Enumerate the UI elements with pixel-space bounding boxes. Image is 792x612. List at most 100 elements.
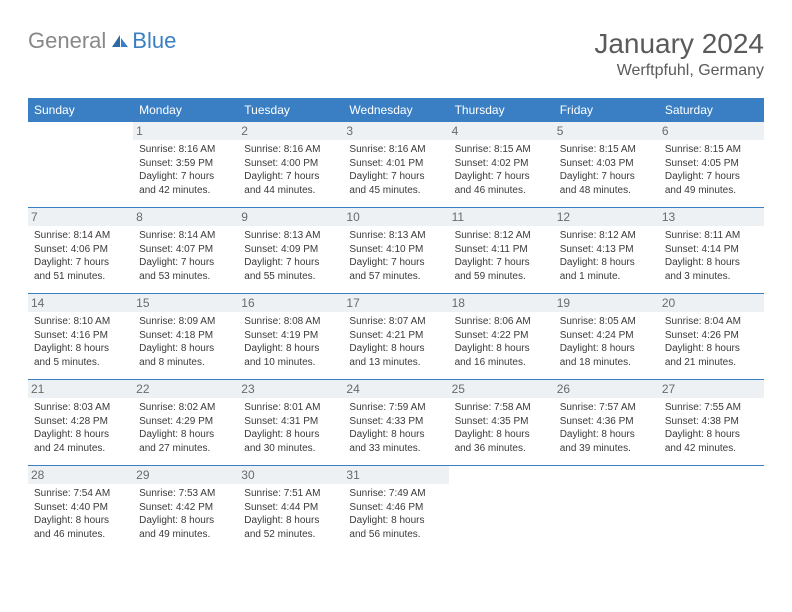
calendar-day-cell: 2 Sunrise: 8:16 AMSunset: 4:00 PMDaylight… xyxy=(238,122,343,208)
calendar-day-cell: 27Sunrise: 7:55 AMSunset: 4:38 PMDayligh… xyxy=(659,380,764,466)
calendar-day-cell: 18 Sunrise: 8:06 AMSunset: 4:22 PMDayligh… xyxy=(449,294,554,380)
day-info: Sunrise: 8:16 AMSunset: 4:01 PMDaylight:… xyxy=(349,143,442,197)
day-number: 20 xyxy=(659,294,764,312)
day-number: 29 xyxy=(133,466,238,484)
calendar-day-cell: 29 Sunrise: 7:53 AMSunset: 4:42 PMDayligh… xyxy=(133,466,238,552)
calendar-day-cell: 6Sunrise: 8:15 AMSunset: 4:05 PMDaylight… xyxy=(659,122,764,208)
day-info: Sunrise: 8:16 AMSunset: 4:00 PMDaylight:… xyxy=(244,143,337,197)
calendar-day-cell: 3 Sunrise: 8:16 AMSunset: 4:01 PMDaylight… xyxy=(343,122,448,208)
calendar-week-row: .1 Sunrise: 8:16 AMSunset: 3:59 PMDayligh… xyxy=(28,122,764,208)
day-number: 22 xyxy=(133,380,238,398)
day-info: Sunrise: 8:05 AMSunset: 4:24 PMDaylight:… xyxy=(560,315,653,369)
day-number: 3 xyxy=(343,122,448,140)
day-number: 19 xyxy=(554,294,659,312)
calendar-day-cell: 24 Sunrise: 7:59 AMSunset: 4:33 PMDayligh… xyxy=(343,380,448,466)
calendar-day-cell: 1 Sunrise: 8:16 AMSunset: 3:59 PMDaylight… xyxy=(133,122,238,208)
calendar-day-cell: . xyxy=(28,122,133,208)
day-info: Sunrise: 7:49 AMSunset: 4:46 PMDaylight:… xyxy=(349,487,442,541)
logo-text-1: General xyxy=(28,28,106,54)
calendar-day-cell: 8 Sunrise: 8:14 AMSunset: 4:07 PMDaylight… xyxy=(133,208,238,294)
day-number: 2 xyxy=(238,122,343,140)
day-number: 5 xyxy=(554,122,659,140)
day-info: Sunrise: 8:10 AMSunset: 4:16 PMDaylight:… xyxy=(34,315,127,369)
day-info: Sunrise: 8:04 AMSunset: 4:26 PMDaylight:… xyxy=(665,315,758,369)
calendar-day-cell: 17Sunrise: 8:07 AMSunset: 4:21 PMDayligh… xyxy=(343,294,448,380)
day-number: 24 xyxy=(343,380,448,398)
day-number: 7 xyxy=(28,208,133,226)
day-info: Sunrise: 8:11 AMSunset: 4:14 PMDaylight:… xyxy=(665,229,758,283)
weekday-header: Saturday xyxy=(659,98,764,122)
logo-text-2: Blue xyxy=(132,28,176,54)
day-info: Sunrise: 7:58 AMSunset: 4:35 PMDaylight:… xyxy=(455,401,548,455)
logo-sail-icon xyxy=(110,33,130,49)
calendar-week-row: 7 Sunrise: 8:14 AMSunset: 4:06 PMDaylight… xyxy=(28,208,764,294)
day-info: Sunrise: 8:09 AMSunset: 4:18 PMDaylight:… xyxy=(139,315,232,369)
day-number: 23 xyxy=(238,380,343,398)
day-number: 9 xyxy=(238,208,343,226)
day-info: Sunrise: 7:53 AMSunset: 4:42 PMDaylight:… xyxy=(139,487,232,541)
day-number: 18 xyxy=(449,294,554,312)
day-number: 8 xyxy=(133,208,238,226)
day-info: Sunrise: 8:03 AMSunset: 4:28 PMDaylight:… xyxy=(34,401,127,455)
day-number: 12 xyxy=(554,208,659,226)
day-info: Sunrise: 8:12 AMSunset: 4:11 PMDaylight:… xyxy=(455,229,548,283)
day-number: 21 xyxy=(28,380,133,398)
location: Werftpfuhl, Germany xyxy=(594,62,764,80)
day-info: Sunrise: 8:13 AMSunset: 4:09 PMDaylight:… xyxy=(244,229,337,283)
weekday-header-row: SundayMondayTuesdayWednesdayThursdayFrid… xyxy=(28,98,764,122)
day-number: 17 xyxy=(343,294,448,312)
day-info: Sunrise: 8:16 AMSunset: 3:59 PMDaylight:… xyxy=(139,143,232,197)
calendar-week-row: 21 Sunrise: 8:03 AMSunset: 4:28 PMDayligh… xyxy=(28,380,764,466)
calendar-week-row: 28Sunrise: 7:54 AMSunset: 4:40 PMDayligh… xyxy=(28,466,764,552)
title-block: January 2024 Werftpfuhl, Germany xyxy=(594,28,764,80)
weekday-header: Thursday xyxy=(449,98,554,122)
calendar-day-cell: 13Sunrise: 8:11 AMSunset: 4:14 PMDayligh… xyxy=(659,208,764,294)
day-number: 25 xyxy=(449,380,554,398)
day-info: Sunrise: 8:08 AMSunset: 4:19 PMDaylight:… xyxy=(244,315,337,369)
day-number: 4 xyxy=(449,122,554,140)
weekday-header: Wednesday xyxy=(343,98,448,122)
calendar-day-cell: 9 Sunrise: 8:13 AMSunset: 4:09 PMDaylight… xyxy=(238,208,343,294)
calendar-day-cell: 20 Sunrise: 8:04 AMSunset: 4:26 PMDayligh… xyxy=(659,294,764,380)
calendar-day-cell: 15 Sunrise: 8:09 AMSunset: 4:18 PMDayligh… xyxy=(133,294,238,380)
weekday-header: Tuesday xyxy=(238,98,343,122)
calendar-day-cell: 28Sunrise: 7:54 AMSunset: 4:40 PMDayligh… xyxy=(28,466,133,552)
calendar-day-cell: 21 Sunrise: 8:03 AMSunset: 4:28 PMDayligh… xyxy=(28,380,133,466)
calendar-day-cell: 26Sunrise: 7:57 AMSunset: 4:36 PMDayligh… xyxy=(554,380,659,466)
day-info: Sunrise: 8:06 AMSunset: 4:22 PMDaylight:… xyxy=(455,315,548,369)
calendar-day-cell: 11Sunrise: 8:12 AMSunset: 4:11 PMDayligh… xyxy=(449,208,554,294)
day-info: Sunrise: 8:12 AMSunset: 4:13 PMDaylight:… xyxy=(560,229,653,283)
day-info: Sunrise: 8:14 AMSunset: 4:06 PMDaylight:… xyxy=(34,229,127,283)
day-info: Sunrise: 7:51 AMSunset: 4:44 PMDaylight:… xyxy=(244,487,337,541)
calendar-day-cell: . xyxy=(449,466,554,552)
calendar-day-cell: 7 Sunrise: 8:14 AMSunset: 4:06 PMDaylight… xyxy=(28,208,133,294)
calendar-day-cell: 14 Sunrise: 8:10 AMSunset: 4:16 PMDayligh… xyxy=(28,294,133,380)
weekday-header: Sunday xyxy=(28,98,133,122)
calendar-day-cell: 5 Sunrise: 8:15 AMSunset: 4:03 PMDaylight… xyxy=(554,122,659,208)
day-info: Sunrise: 8:14 AMSunset: 4:07 PMDaylight:… xyxy=(139,229,232,283)
header: General Blue January 2024 Werftpfuhl, Ge… xyxy=(28,28,764,80)
calendar-table: SundayMondayTuesdayWednesdayThursdayFrid… xyxy=(28,98,764,551)
day-info: Sunrise: 8:01 AMSunset: 4:31 PMDaylight:… xyxy=(244,401,337,455)
day-number: 15 xyxy=(133,294,238,312)
day-number: 10 xyxy=(343,208,448,226)
calendar-day-cell: 31Sunrise: 7:49 AMSunset: 4:46 PMDayligh… xyxy=(343,466,448,552)
logo: General Blue xyxy=(28,28,176,54)
day-info: Sunrise: 7:59 AMSunset: 4:33 PMDaylight:… xyxy=(349,401,442,455)
calendar-day-cell: . xyxy=(659,466,764,552)
day-number: 14 xyxy=(28,294,133,312)
day-info: Sunrise: 8:13 AMSunset: 4:10 PMDaylight:… xyxy=(349,229,442,283)
day-info: Sunrise: 7:54 AMSunset: 4:40 PMDaylight:… xyxy=(34,487,127,541)
day-number: 1 xyxy=(133,122,238,140)
day-info: Sunrise: 8:15 AMSunset: 4:02 PMDaylight:… xyxy=(455,143,548,197)
day-info: Sunrise: 8:15 AMSunset: 4:03 PMDaylight:… xyxy=(560,143,653,197)
day-info: Sunrise: 7:57 AMSunset: 4:36 PMDaylight:… xyxy=(560,401,653,455)
calendar-day-cell: . xyxy=(554,466,659,552)
calendar-day-cell: 16 Sunrise: 8:08 AMSunset: 4:19 PMDayligh… xyxy=(238,294,343,380)
day-number: 30 xyxy=(238,466,343,484)
calendar-day-cell: 23 Sunrise: 8:01 AMSunset: 4:31 PMDayligh… xyxy=(238,380,343,466)
day-info: Sunrise: 7:55 AMSunset: 4:38 PMDaylight:… xyxy=(665,401,758,455)
day-number: 16 xyxy=(238,294,343,312)
calendar-day-cell: 12 Sunrise: 8:12 AMSunset: 4:13 PMDayligh… xyxy=(554,208,659,294)
calendar-day-cell: 4 Sunrise: 8:15 AMSunset: 4:02 PMDaylight… xyxy=(449,122,554,208)
